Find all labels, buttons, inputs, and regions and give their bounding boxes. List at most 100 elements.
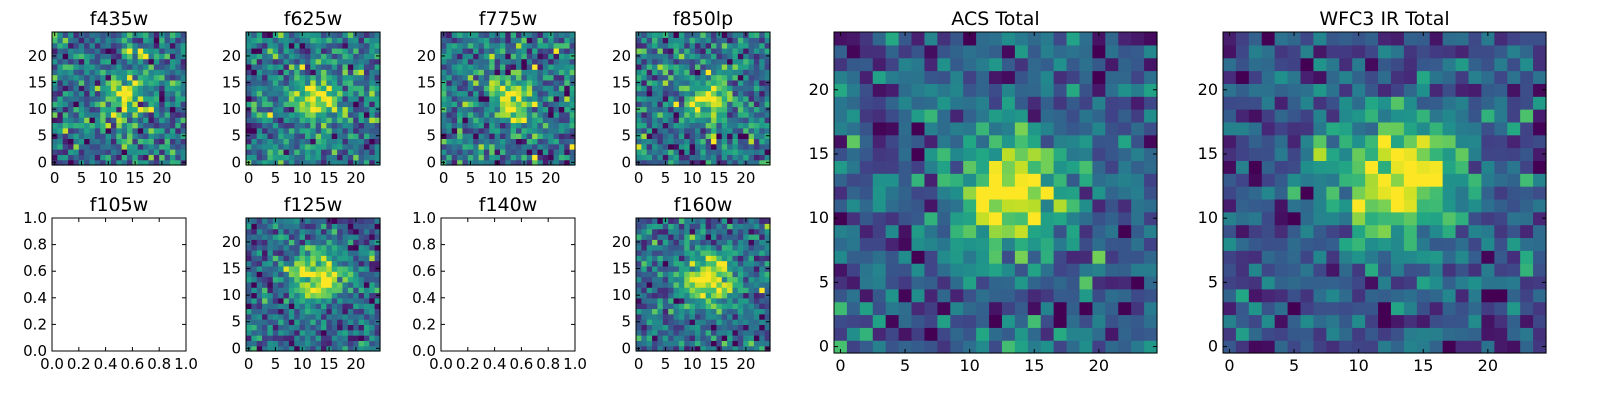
pixel-cell bbox=[689, 281, 696, 288]
pixel-cell bbox=[859, 250, 874, 264]
pixel-cell bbox=[1416, 224, 1431, 239]
pixel-cell bbox=[748, 47, 755, 54]
pixel-cell bbox=[89, 53, 96, 60]
pixel-cell bbox=[148, 32, 155, 38]
pixel-cell bbox=[363, 233, 370, 240]
pixel-cell bbox=[62, 117, 69, 124]
pixel-cell bbox=[711, 101, 717, 108]
pixel-cell bbox=[636, 249, 642, 256]
pixel-cell bbox=[1223, 301, 1237, 316]
pixel-cell bbox=[1326, 275, 1340, 290]
pixel-cell bbox=[337, 244, 344, 251]
pixel-cell bbox=[753, 340, 760, 347]
pixel-cell bbox=[963, 57, 977, 72]
pixel-cell bbox=[636, 122, 642, 129]
pixel-cell bbox=[510, 127, 517, 134]
pixel-cell bbox=[558, 53, 565, 60]
pixel-cell bbox=[564, 101, 571, 108]
pixel-cell bbox=[937, 147, 951, 161]
pixel-cell bbox=[1235, 288, 1250, 303]
pixel-cell bbox=[532, 143, 539, 150]
pixel-cell bbox=[1223, 327, 1237, 341]
pixel-cell bbox=[764, 111, 771, 118]
pixel-cell bbox=[1339, 301, 1353, 316]
pixel-cell bbox=[299, 37, 306, 44]
pixel-cell bbox=[294, 122, 301, 129]
pixel-cell bbox=[1001, 57, 1016, 72]
pixel-cell bbox=[246, 111, 252, 118]
pixel-cell bbox=[262, 239, 269, 246]
pixel-cell bbox=[678, 37, 685, 44]
pixel-cell bbox=[1040, 288, 1055, 303]
pixel-cell bbox=[262, 117, 269, 124]
pixel-cell bbox=[1365, 211, 1379, 226]
pixel-cell bbox=[636, 117, 642, 124]
pixel-cell bbox=[148, 85, 155, 92]
pixel-cell bbox=[326, 63, 333, 70]
pixel-cell bbox=[705, 340, 712, 347]
pixel-cell bbox=[963, 263, 977, 277]
pixel-cell bbox=[143, 149, 150, 155]
pixel-cell bbox=[494, 127, 501, 134]
pixel-cell bbox=[1274, 314, 1289, 328]
pixel-cell bbox=[353, 58, 360, 65]
pixel-cell bbox=[89, 106, 96, 113]
pixel-cell bbox=[1313, 186, 1327, 200]
pixel-cell bbox=[976, 340, 990, 354]
pixel-cell bbox=[548, 138, 555, 145]
pixel-cell bbox=[164, 106, 171, 113]
pixel-cell bbox=[652, 32, 659, 38]
pixel-cell bbox=[127, 117, 133, 124]
pixel-cell bbox=[727, 233, 734, 240]
pixel-cell bbox=[294, 265, 301, 272]
pixel-cell bbox=[262, 244, 269, 251]
pixel-cell bbox=[1014, 327, 1029, 341]
pixel-cell bbox=[283, 239, 290, 246]
pixel-cell bbox=[564, 159, 571, 166]
pixel-cell bbox=[532, 95, 539, 102]
pixel-cell bbox=[1429, 211, 1444, 226]
pixel-cell bbox=[288, 255, 295, 262]
pixel-cell bbox=[764, 324, 771, 331]
pixel-cell bbox=[1313, 211, 1327, 226]
pixel-cell bbox=[989, 314, 1003, 328]
pixel-cell bbox=[1365, 186, 1379, 200]
pixel-cell bbox=[473, 122, 480, 129]
pixel-cell bbox=[353, 53, 360, 60]
pixel-cell bbox=[1339, 275, 1353, 290]
pixel-cell bbox=[662, 53, 669, 60]
pixel-cell bbox=[1053, 70, 1068, 84]
pixel-cell bbox=[451, 127, 458, 134]
pixel-cell bbox=[331, 281, 338, 288]
pixel-cell bbox=[646, 249, 653, 256]
pixel-cell bbox=[89, 69, 96, 76]
pixel-cell bbox=[859, 327, 874, 341]
pixel-cell bbox=[689, 255, 696, 262]
pixel-cell bbox=[342, 345, 349, 352]
pixel-cell bbox=[1455, 314, 1470, 328]
pixel-cell bbox=[169, 53, 176, 60]
pixel-cell bbox=[1390, 275, 1405, 290]
pixel-cell bbox=[558, 32, 565, 38]
pixel-cell bbox=[694, 53, 701, 60]
pixel-cell bbox=[689, 292, 696, 299]
pixel-cell bbox=[283, 53, 290, 60]
pixel-cell bbox=[727, 127, 734, 134]
pixel-cell bbox=[288, 313, 295, 320]
pixel-cell bbox=[753, 95, 760, 102]
pixel-cell bbox=[278, 329, 285, 336]
pixel-cell bbox=[473, 138, 480, 145]
pixel-cell bbox=[143, 117, 150, 124]
pixel-cell bbox=[505, 90, 512, 97]
pixel-cell bbox=[294, 249, 301, 256]
pixel-cell bbox=[1027, 186, 1042, 200]
pixel-cell bbox=[510, 90, 517, 97]
pixel-cell bbox=[1300, 340, 1315, 354]
pixel-cell bbox=[678, 138, 685, 145]
pixel-cell bbox=[1027, 173, 1042, 187]
pixel-cell bbox=[294, 319, 301, 325]
pixel-cell bbox=[262, 149, 269, 155]
pixel-cell bbox=[646, 154, 653, 161]
pixel-cell bbox=[164, 79, 171, 86]
pixel-cell bbox=[1118, 288, 1132, 303]
